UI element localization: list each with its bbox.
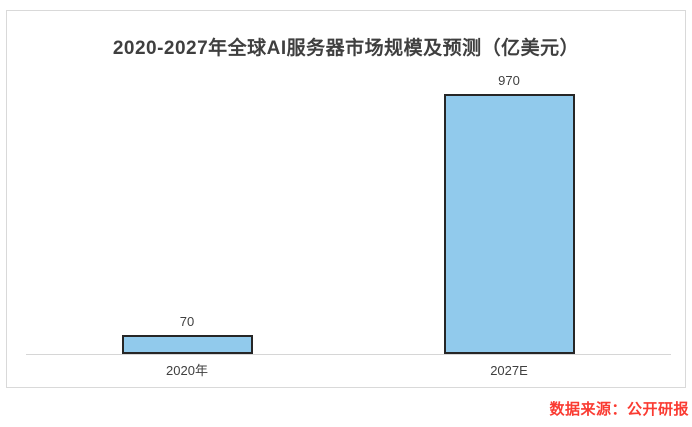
- bar-value-label: 70: [179, 314, 195, 329]
- data-source-note: 数据来源：公开研报: [549, 401, 689, 418]
- x-tick-label: 2027E: [490, 363, 528, 378]
- x-tick-label: 2020年: [166, 363, 208, 378]
- bar-value-label: 970: [498, 73, 520, 88]
- bar-2020年: [121, 335, 253, 354]
- chart-container: 2020-2027年全球AI服务器市场规模及预测（亿美元） 70 2020年 970…: [6, 10, 686, 388]
- chart-title: 2020-2027年全球AI服务器市场规模及预测（亿美元）: [112, 38, 580, 59]
- plot-area: 70 2020年 970 2027E: [7, 11, 685, 387]
- x-axis-line: [26, 354, 671, 355]
- bar-2027E: [443, 94, 575, 354]
